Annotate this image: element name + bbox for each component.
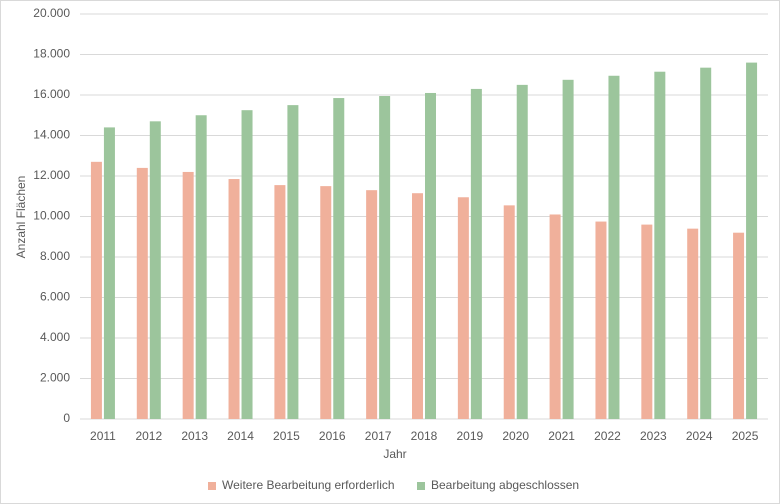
bar — [366, 190, 378, 419]
bar — [595, 221, 607, 419]
bar — [274, 185, 286, 419]
x-tick-label: 2017 — [365, 429, 392, 443]
bar — [425, 92, 436, 419]
bar — [562, 79, 574, 419]
x-tick-label: 2013 — [181, 429, 208, 443]
x-tick-label: 2023 — [640, 429, 667, 443]
x-tick-label: 2011 — [90, 429, 116, 443]
x-tick-label: 2022 — [594, 429, 621, 443]
legend-swatch — [417, 482, 425, 490]
bar — [654, 71, 666, 420]
y-tick-label: 10.000 — [33, 209, 70, 223]
x-tick-label: 2020 — [502, 429, 529, 443]
bar — [103, 127, 115, 420]
x-tick-label: 2016 — [319, 429, 346, 443]
x-tick-label: 2025 — [732, 429, 759, 443]
bar — [470, 88, 482, 420]
y-tick-label: 14.000 — [33, 128, 70, 142]
x-tick-label: 2018 — [411, 429, 438, 443]
bar — [516, 84, 528, 419]
bar — [149, 121, 161, 419]
bar — [457, 197, 469, 419]
x-tick-label: 2012 — [135, 429, 162, 443]
bar — [136, 167, 148, 419]
y-axis-title: Anzahl Flächen — [14, 176, 28, 259]
legend-swatch — [208, 482, 216, 490]
x-tick-label: 2015 — [273, 429, 300, 443]
bar — [503, 205, 515, 419]
x-tick-label: 2014 — [227, 429, 254, 443]
x-tick-label: 2019 — [457, 429, 484, 443]
y-tick-label: 8.000 — [40, 249, 70, 263]
bar — [287, 105, 299, 419]
legend-label: Weitere Bearbeitung erforderlich — [222, 478, 395, 492]
bar — [746, 62, 758, 419]
x-tick-label: 2024 — [686, 429, 713, 443]
bar — [700, 67, 712, 419]
bar — [641, 224, 653, 419]
bar — [90, 161, 102, 419]
x-tick-label: 2021 — [548, 429, 575, 443]
bar — [687, 228, 699, 419]
x-axis-title: Jahr — [383, 447, 406, 461]
bar — [412, 193, 423, 419]
legend-label: Bearbeitung abgeschlossen — [431, 478, 579, 492]
bar — [733, 232, 745, 419]
bar — [228, 179, 240, 419]
bar — [333, 98, 345, 419]
bar — [320, 186, 332, 419]
bar — [379, 96, 391, 419]
y-tick-label: 12.000 — [33, 168, 70, 182]
bar — [195, 115, 207, 419]
y-tick-label: 0 — [63, 411, 70, 425]
y-tick-label: 4.000 — [40, 330, 70, 344]
y-tick-label: 6.000 — [40, 290, 70, 304]
bar — [182, 171, 194, 419]
y-tick-label: 20.000 — [33, 6, 70, 20]
y-tick-label: 16.000 — [33, 87, 70, 101]
bar — [608, 75, 620, 419]
bar — [549, 214, 561, 419]
bar — [241, 110, 253, 419]
y-tick-label: 2.000 — [40, 371, 70, 385]
y-tick-label: 18.000 — [33, 47, 70, 61]
